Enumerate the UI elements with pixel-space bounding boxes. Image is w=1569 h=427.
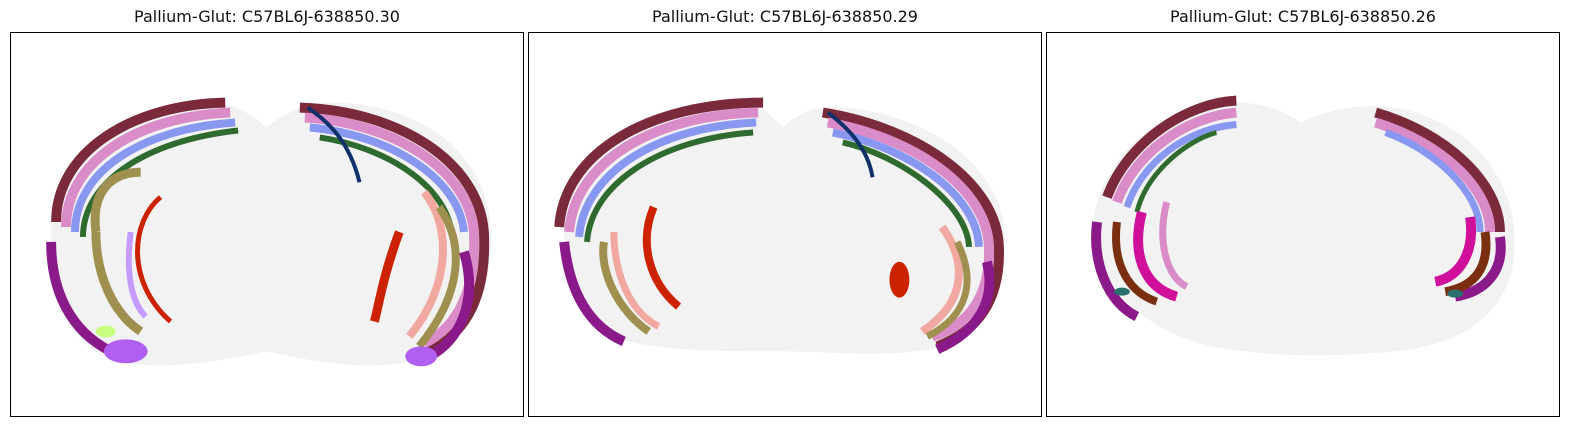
layer-blue-right — [309, 123, 468, 233]
hippocampus-left — [642, 205, 682, 310]
hippocampus-left — [135, 195, 173, 324]
layer-olive-left — [90, 167, 141, 233]
layer-blue-right — [832, 128, 983, 248]
layer-brown-left — [1112, 221, 1159, 306]
layer-pink-left — [1112, 107, 1237, 204]
tissue-background — [1092, 102, 1515, 356]
layer-olive-right — [416, 204, 460, 349]
layer-salmon-right — [920, 224, 963, 335]
layer-blue-right — [1384, 129, 1484, 233]
layer-outer-left — [1102, 95, 1237, 199]
layer-pink-right — [1374, 117, 1495, 233]
brain-section-image-1 — [46, 97, 491, 367]
layer-purple-right-lower — [935, 260, 995, 354]
hippocampus-right — [889, 261, 910, 298]
image-frame-2 — [528, 32, 1042, 417]
image-frame-1 — [10, 32, 524, 417]
blob-lavender-left — [103, 339, 148, 364]
blob-teal-left — [1113, 287, 1130, 296]
lavender-left — [125, 231, 148, 319]
layer-pink-right — [826, 117, 994, 342]
layer-salmon-right — [406, 189, 447, 339]
layer-brown-right — [1444, 231, 1491, 297]
layer-pink-left — [564, 107, 759, 233]
layer-green-left — [79, 127, 239, 238]
hippocampus-right — [370, 230, 404, 323]
layer-pink-right — [304, 112, 480, 348]
panel-title: Pallium-Glut: C57BL6J-638850.30 — [134, 7, 400, 26]
layer-outer-right — [1374, 107, 1505, 233]
layer-blue-left — [71, 118, 236, 233]
layer-olive-left — [599, 241, 652, 335]
layer-salmon-left — [610, 231, 661, 330]
brain-section-image-3 — [1091, 95, 1515, 356]
layer-blue-left — [1123, 121, 1237, 209]
layer-outer-left — [51, 97, 226, 223]
navy-edge-right — [826, 110, 875, 178]
layer-purple-left — [1091, 221, 1140, 321]
image-frame-3 — [1046, 32, 1560, 417]
layer-purple-right-lower — [426, 250, 474, 361]
blob-lime-left — [95, 325, 116, 338]
layer-pink-left — [61, 107, 231, 228]
layer-outer-left — [554, 97, 764, 228]
layer-olive-right — [925, 240, 971, 340]
layer-green-left — [584, 129, 754, 243]
layer-green-left — [1134, 130, 1218, 213]
layer-blue-left — [575, 118, 757, 238]
panel-title: Pallium-Glut: C57BL6J-638850.26 — [1170, 7, 1436, 26]
layer-olive-left-lower — [91, 231, 144, 336]
layer-purple-left-lower — [559, 241, 626, 346]
layer-purple-left-lower — [46, 241, 114, 356]
blob-teal-right — [1447, 289, 1464, 298]
brain-section-image-2 — [554, 97, 1005, 354]
layer-pink-inner-left — [1159, 201, 1189, 290]
layer-magenta-left — [1133, 210, 1179, 302]
layer-magenta-right — [1433, 216, 1477, 287]
layer-purple-right — [1454, 236, 1506, 302]
panel-title: Pallium-Glut: C57BL6J-638850.29 — [652, 7, 918, 26]
navy-edge-right — [306, 105, 362, 183]
blob-lavender-right — [405, 346, 438, 367]
